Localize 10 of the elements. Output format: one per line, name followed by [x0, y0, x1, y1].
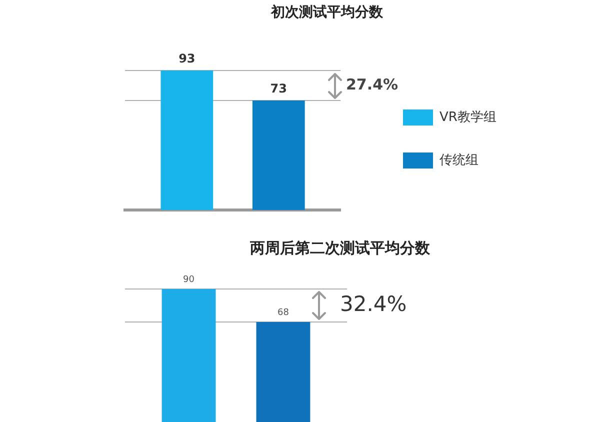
data-label: 73 — [270, 82, 287, 96]
text: 27.4% — [346, 75, 398, 94]
data-label: 68 — [278, 308, 290, 318]
data-label: 90 — [183, 274, 195, 285]
chart-title: 两周后第二次测试平均分数 — [249, 238, 431, 257]
legend-label: 传统组 — [440, 152, 478, 168]
annotation: 32.4% — [340, 292, 407, 316]
chart-title: 初次测试平均分数 — [270, 4, 384, 21]
data-label: 93 — [178, 52, 196, 66]
legend-label: VR教学组 — [440, 110, 496, 125]
